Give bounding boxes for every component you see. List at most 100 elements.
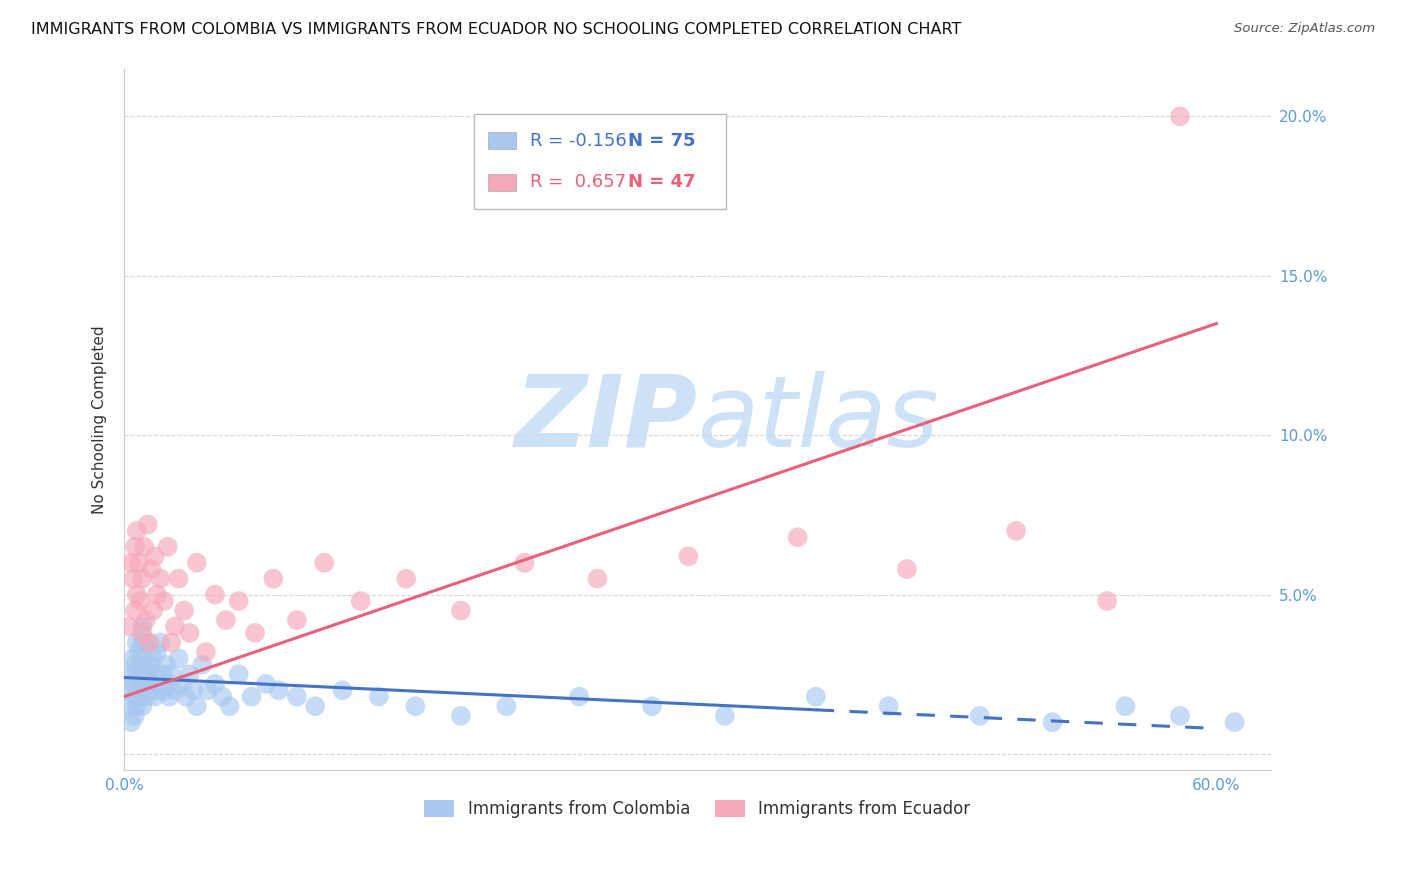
Point: [163, 619, 186, 633]
Point: [181, 683, 204, 698]
Point: [172, 677, 194, 691]
Point: [714, 708, 737, 723]
Point: [118, 699, 141, 714]
Point: [131, 619, 153, 633]
Point: [142, 651, 165, 665]
Point: [1005, 524, 1028, 538]
Point: [450, 708, 472, 723]
Point: [143, 690, 166, 704]
Text: IMMIGRANTS FROM COLOMBIA VS IMMIGRANTS FROM ECUADOR NO SCHOOLING COMPLETED CORRE: IMMIGRANTS FROM COLOMBIA VS IMMIGRANTS F…: [31, 22, 962, 37]
Point: [131, 699, 153, 714]
Point: [125, 699, 148, 714]
Point: [1114, 699, 1136, 714]
Point: [174, 690, 197, 704]
Point: [128, 677, 150, 691]
Point: [1042, 715, 1064, 730]
Point: [120, 715, 142, 730]
FancyBboxPatch shape: [488, 132, 516, 149]
Point: [153, 594, 176, 608]
Y-axis label: No Schooling Completed: No Schooling Completed: [93, 325, 107, 514]
Point: [136, 667, 159, 681]
Point: [179, 667, 201, 681]
Point: [197, 683, 219, 698]
Point: [395, 572, 418, 586]
Point: [969, 708, 991, 723]
Point: [285, 613, 308, 627]
FancyBboxPatch shape: [488, 174, 516, 191]
Point: [285, 690, 308, 704]
Point: [129, 657, 152, 672]
Point: [149, 635, 172, 649]
Point: [145, 588, 167, 602]
Point: [135, 613, 157, 627]
Point: [179, 626, 201, 640]
Text: Source: ZipAtlas.com: Source: ZipAtlas.com: [1234, 22, 1375, 36]
Point: [153, 683, 176, 698]
Point: [117, 683, 139, 698]
Point: [1223, 715, 1246, 730]
Point: [204, 677, 226, 691]
Point: [138, 683, 160, 698]
Point: [142, 603, 165, 617]
Point: [120, 667, 142, 681]
Point: [156, 677, 179, 691]
Point: [141, 562, 163, 576]
Point: [804, 690, 827, 704]
Point: [124, 603, 146, 617]
Point: [125, 635, 148, 649]
Point: [877, 699, 900, 714]
Point: [143, 667, 166, 681]
Point: [129, 594, 152, 608]
Point: [350, 594, 373, 608]
Point: [118, 619, 141, 633]
Point: [124, 657, 146, 672]
Point: [304, 699, 326, 714]
Point: [243, 626, 266, 640]
Legend: Immigrants from Colombia, Immigrants from Ecuador: Immigrants from Colombia, Immigrants fro…: [418, 793, 977, 825]
Point: [128, 556, 150, 570]
Point: [173, 603, 195, 617]
Point: [314, 556, 336, 570]
Point: [167, 572, 190, 586]
Point: [367, 690, 389, 704]
Point: [513, 556, 536, 570]
Point: [132, 651, 155, 665]
Point: [160, 667, 183, 681]
Point: [586, 572, 609, 586]
Point: [128, 690, 150, 704]
Text: N = 75: N = 75: [627, 132, 695, 150]
Point: [450, 603, 472, 617]
Point: [194, 645, 217, 659]
Point: [186, 699, 208, 714]
Text: N = 47: N = 47: [627, 173, 695, 191]
Point: [262, 572, 284, 586]
Point: [131, 667, 153, 681]
Point: [125, 667, 148, 681]
Point: [204, 588, 226, 602]
Point: [150, 667, 173, 681]
Point: [129, 683, 152, 698]
Point: [124, 708, 146, 723]
Point: [138, 635, 160, 649]
Point: [132, 540, 155, 554]
Text: R = -0.156: R = -0.156: [530, 132, 627, 150]
FancyBboxPatch shape: [474, 114, 725, 209]
Point: [125, 524, 148, 538]
Point: [228, 667, 250, 681]
Text: R =  0.657: R = 0.657: [530, 173, 626, 191]
Text: ZIP: ZIP: [515, 371, 697, 467]
Point: [1168, 708, 1191, 723]
Point: [122, 677, 145, 691]
Point: [267, 683, 290, 698]
Point: [131, 635, 153, 649]
Point: [128, 645, 150, 659]
Point: [148, 683, 170, 698]
Point: [568, 690, 591, 704]
Point: [135, 690, 157, 704]
Point: [218, 699, 240, 714]
Point: [163, 683, 186, 698]
Point: [228, 594, 250, 608]
Point: [122, 651, 145, 665]
Point: [167, 651, 190, 665]
Point: [641, 699, 664, 714]
